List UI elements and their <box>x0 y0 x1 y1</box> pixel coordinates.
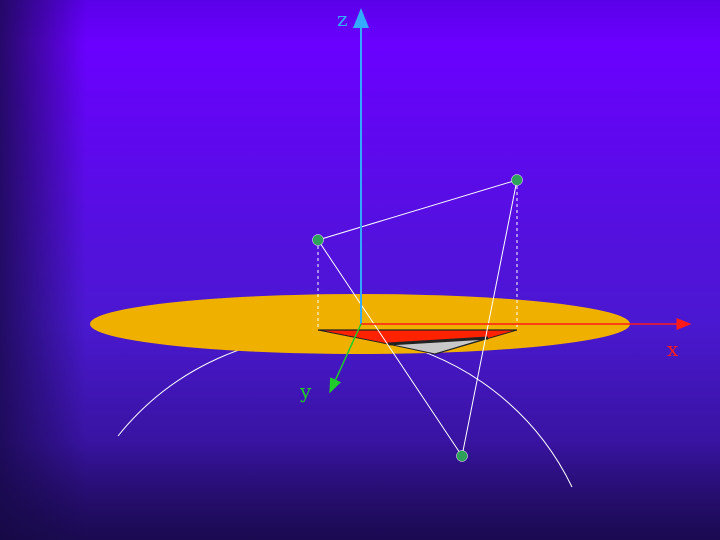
triangle-projection-edge <box>387 336 489 346</box>
x-axis-label: x <box>667 337 679 361</box>
triangle-projection-edge <box>317 329 389 345</box>
sphere-point <box>312 234 324 246</box>
triangle-edge <box>317 179 518 241</box>
sphere-point <box>456 450 468 462</box>
z-axis-label: z <box>337 7 348 31</box>
sphere-point <box>511 174 523 186</box>
triangle-projection-edge <box>434 329 518 355</box>
triangle-edge <box>317 239 463 457</box>
y-axis-label: y <box>299 379 312 403</box>
triangle-edge <box>461 179 518 457</box>
y-axis <box>329 323 362 394</box>
